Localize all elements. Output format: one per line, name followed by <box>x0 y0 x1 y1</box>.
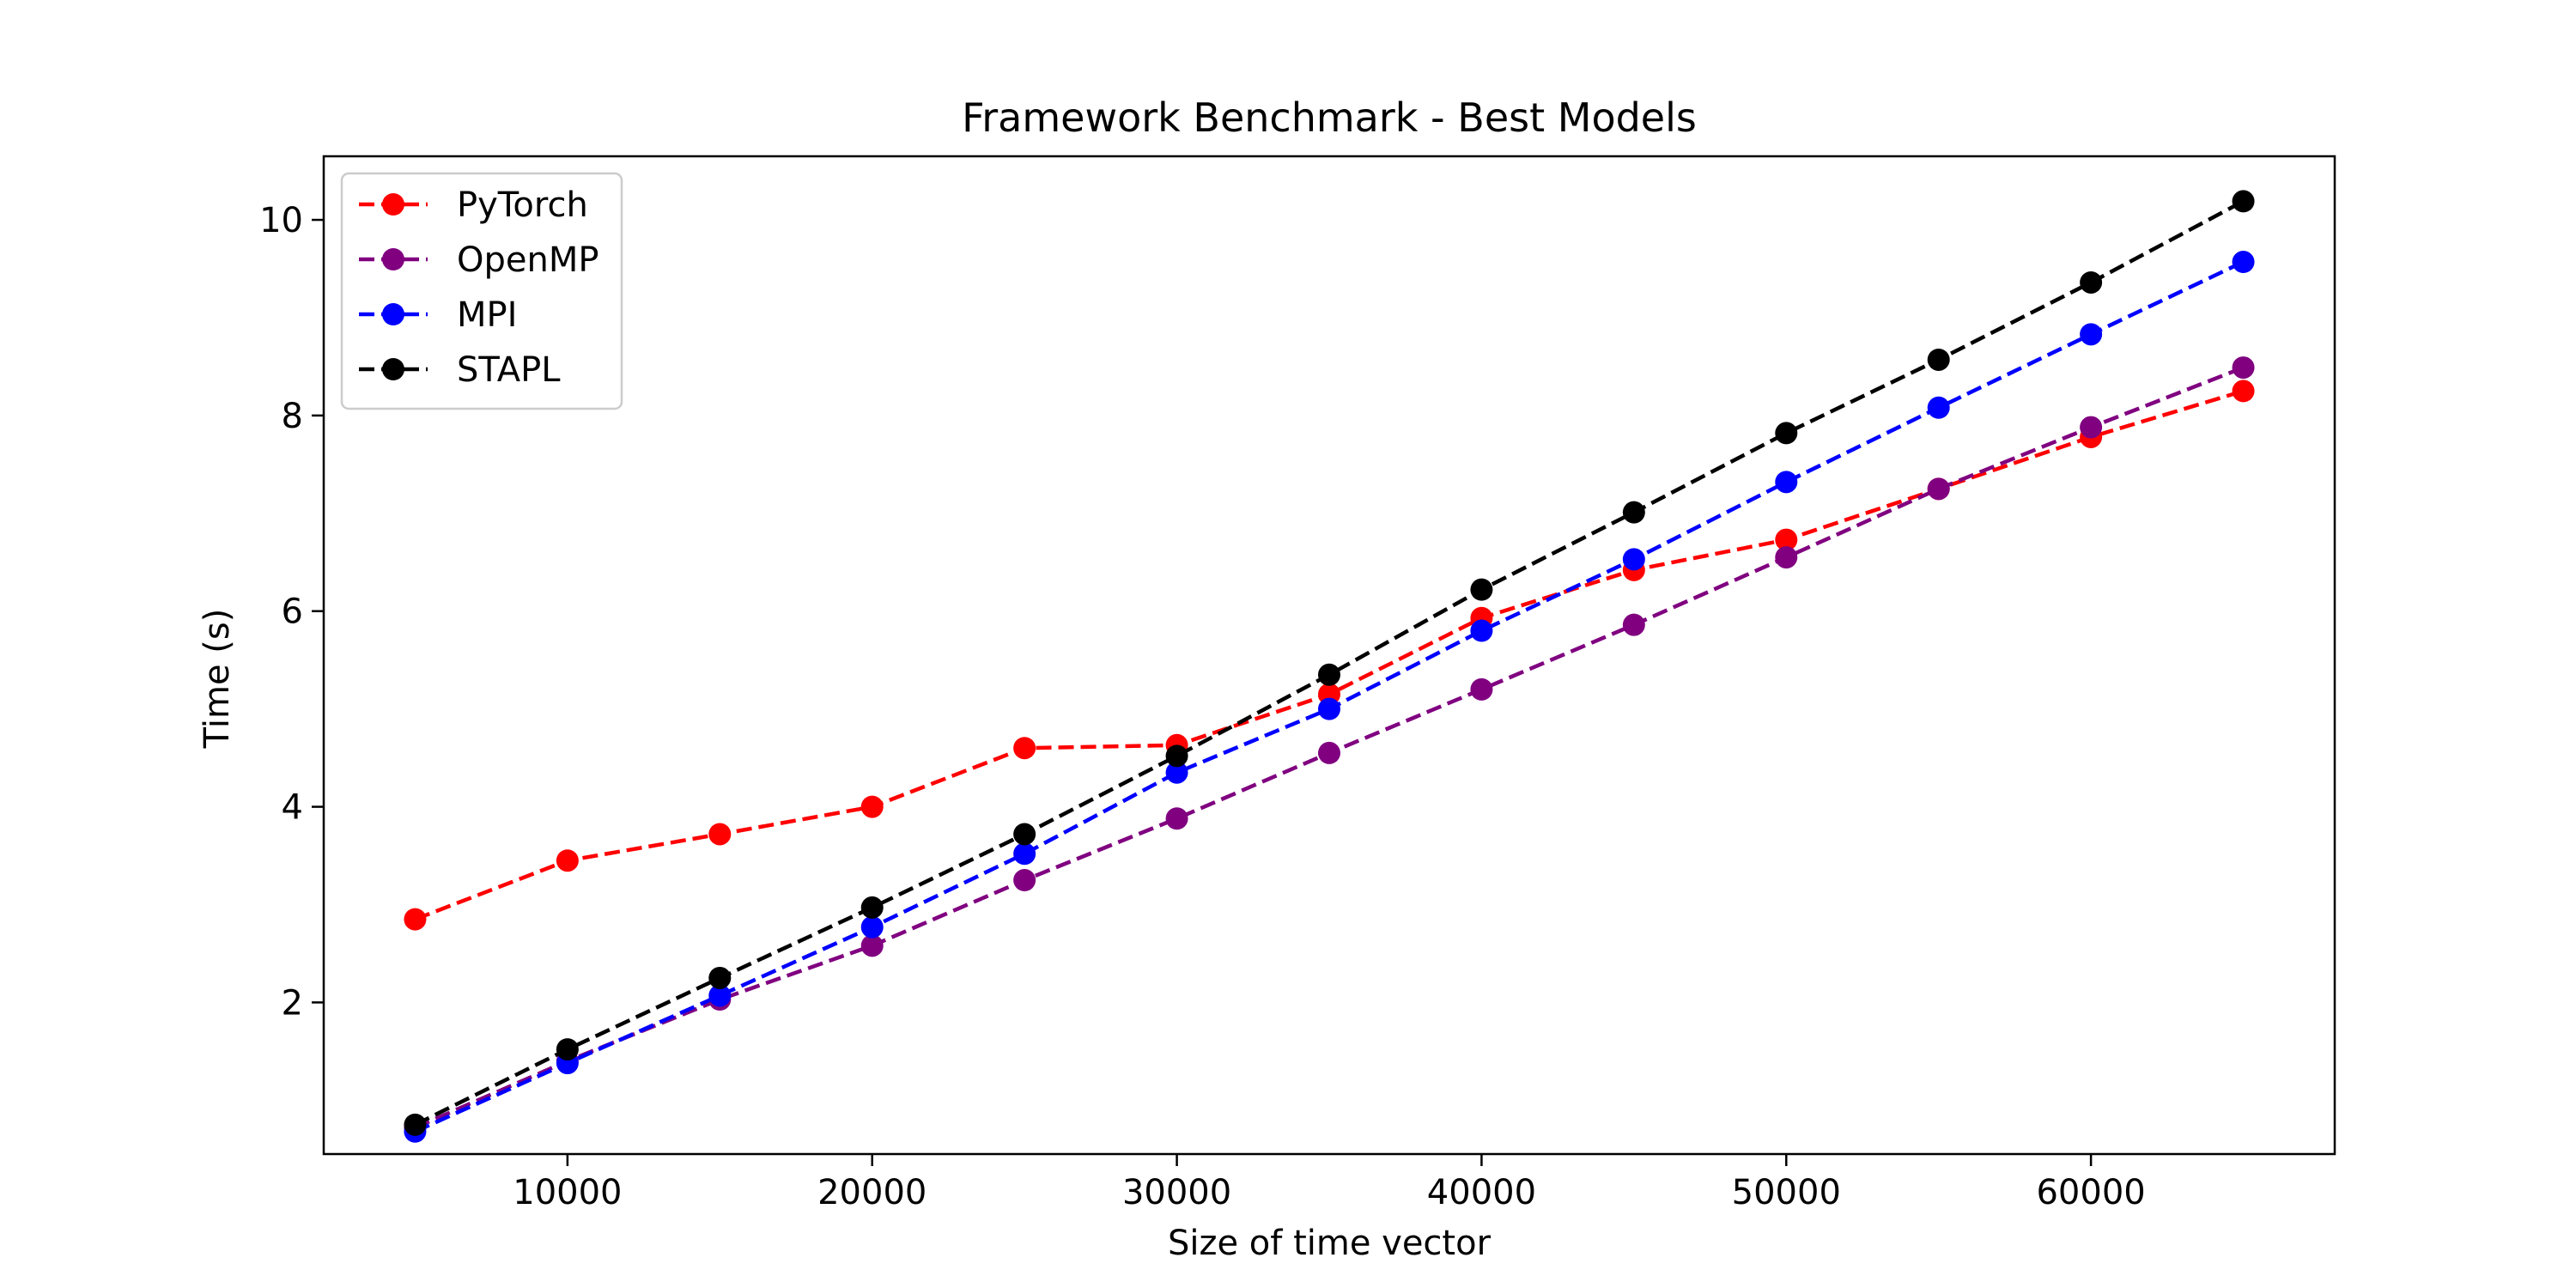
series-pytorch <box>404 380 2255 931</box>
axis-ticks: 10000 20000 30000 40000 50000 60000 2 4 6 8 10 <box>259 201 2146 1212</box>
data-point-openmp <box>1775 546 1798 569</box>
legend: PyTorch OpenMP MPI STAPL <box>340 172 623 410</box>
data-point-stapl <box>556 1038 579 1061</box>
y-tick-label: 4 <box>282 788 303 828</box>
x-tick-label: 20000 <box>817 1173 927 1212</box>
data-point-openmp <box>2080 416 2103 439</box>
data-point-pytorch <box>556 849 579 872</box>
data-point-pytorch <box>2232 380 2255 403</box>
data-point-stapl <box>404 1113 427 1136</box>
x-tick-label: 30000 <box>1122 1173 1231 1212</box>
legend-label: OpenMP <box>457 240 598 280</box>
x-tick-label: 60000 <box>2036 1173 2145 1212</box>
legend-swatch-marker <box>382 358 404 380</box>
series-openmp <box>404 356 2255 1139</box>
y-tick-label: 10 <box>259 201 303 240</box>
data-point-stapl <box>2080 270 2103 294</box>
data-point-stapl <box>1470 578 1493 601</box>
y-tick-label: 2 <box>282 983 303 1023</box>
legend-entry-openmp: OpenMP <box>359 240 598 280</box>
y-tick-label: 8 <box>282 397 303 436</box>
data-point-stapl <box>708 966 732 989</box>
series-line-stapl <box>414 199 2245 1127</box>
data-point-mpi <box>708 984 732 1007</box>
legend-label: STAPL <box>457 350 561 390</box>
data-point-mpi <box>1318 697 1340 720</box>
legend-box <box>340 172 623 410</box>
data-point-mpi <box>1927 396 1950 419</box>
data-point-mpi <box>1165 761 1188 784</box>
data-point-mpi <box>2232 251 2255 274</box>
legend-entry-stapl: STAPL <box>359 350 561 390</box>
legend-entry-mpi: MPI <box>359 295 517 335</box>
data-point-mpi <box>860 915 884 939</box>
data-point-mpi <box>1775 471 1798 494</box>
data-point-stapl <box>1318 663 1340 686</box>
data-point-stapl <box>1013 823 1036 846</box>
data-point-mpi <box>1013 842 1036 866</box>
data-point-mpi <box>2080 323 2103 346</box>
series-stapl <box>404 190 2255 1136</box>
x-tick-label: 50000 <box>1732 1173 1841 1212</box>
data-point-mpi <box>1622 548 1645 571</box>
legend-swatch-marker <box>382 193 404 216</box>
data-point-mpi <box>1470 619 1493 642</box>
y-tick-label: 6 <box>282 592 303 632</box>
x-tick-label: 40000 <box>1427 1173 1536 1212</box>
series-mpi <box>404 251 2255 1143</box>
data-point-stapl <box>2232 190 2255 213</box>
data-point-stapl <box>1165 744 1188 768</box>
legend-swatch-marker <box>382 303 404 325</box>
chart-title: Framework Benchmark - Best Models <box>962 94 1697 141</box>
series-lines <box>404 190 2255 1143</box>
data-point-stapl <box>1622 501 1645 524</box>
data-point-openmp <box>1318 741 1340 764</box>
data-point-openmp <box>1927 477 1950 501</box>
legend-label: MPI <box>457 295 517 335</box>
data-point-pytorch <box>1013 737 1036 760</box>
legend-entry-pytorch: PyTorch <box>359 185 588 225</box>
data-point-stapl <box>1927 348 1950 371</box>
series-line-pytorch <box>414 389 2245 921</box>
data-point-openmp <box>2232 356 2255 380</box>
data-point-pytorch <box>404 908 427 931</box>
legend-swatch-marker <box>382 248 404 270</box>
data-point-openmp <box>1165 807 1188 830</box>
data-point-stapl <box>860 896 884 919</box>
plot-area-frame <box>322 155 2336 1156</box>
data-point-openmp <box>1470 677 1493 701</box>
data-point-openmp <box>860 934 884 957</box>
x-tick-label: 10000 <box>513 1173 622 1212</box>
x-axis-label: Size of time vector <box>1168 1224 1492 1263</box>
legend-label: PyTorch <box>457 185 588 225</box>
data-point-pytorch <box>1775 528 1798 551</box>
y-axis-label: Time (s) <box>197 609 237 750</box>
data-point-openmp <box>1013 869 1036 892</box>
data-point-openmp <box>1622 613 1645 636</box>
data-point-stapl <box>1775 422 1798 445</box>
data-point-pytorch <box>708 823 732 846</box>
data-point-pytorch <box>860 795 884 818</box>
